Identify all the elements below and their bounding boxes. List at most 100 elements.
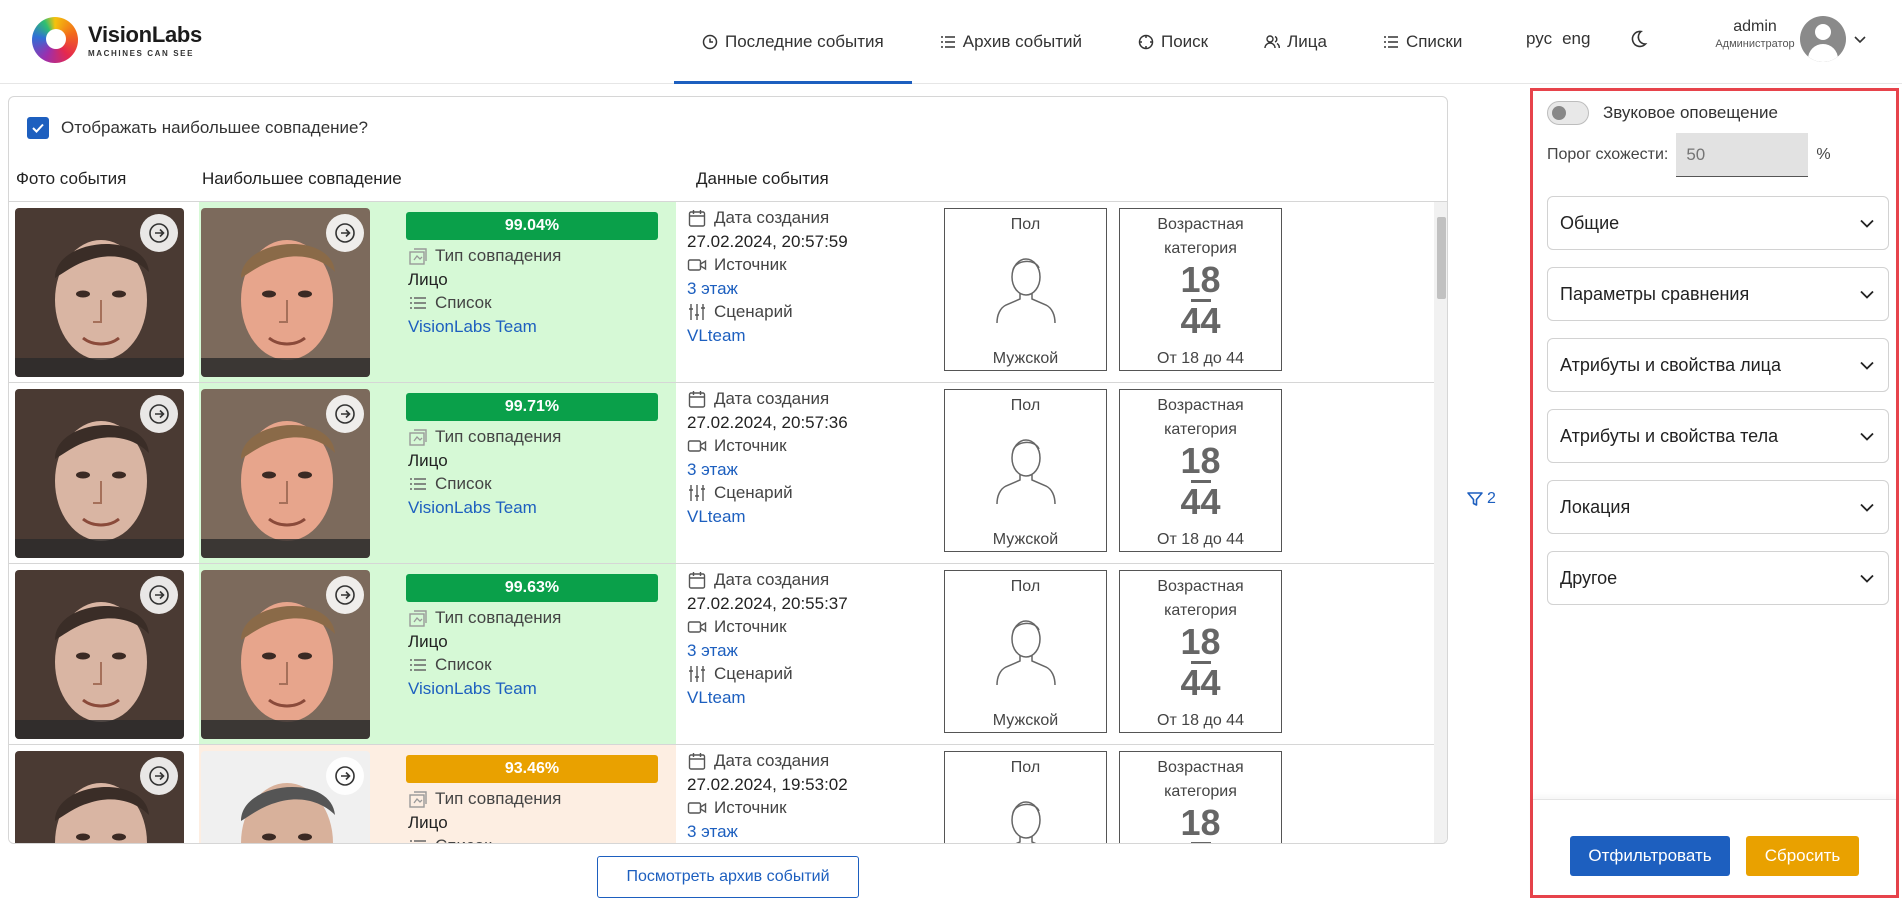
event-photo[interactable] [15,208,184,377]
clock-icon [702,34,718,50]
video-camera-icon [687,621,707,633]
created-label: Дата создания [714,751,830,770]
moon-icon[interactable] [1628,29,1648,49]
open-event-button[interactable] [140,576,178,614]
sound-alert-row[interactable]: Звуковое оповещение [1547,101,1778,125]
list-link[interactable]: VisionLabs Team [408,316,537,336]
gender-label: Пол [1010,397,1041,414]
chevron-down-icon [1860,219,1874,228]
scenario-link[interactable]: VLteam [687,325,746,345]
event-info: Дата создания 27.02.2024, 20:57:59 Источни… [687,206,848,347]
age-range-text: От 18 до 44 [1157,531,1244,548]
best-match-checkbox[interactable] [27,117,49,139]
reset-filter-button[interactable]: Сбросить [1746,836,1859,876]
open-event-button[interactable] [140,757,178,795]
event-info: Дата создания 27.02.2024, 20:55:37 Источни… [687,568,848,709]
nav-lists[interactable]: Списки [1355,0,1490,84]
age-category-label: Возрастная категория [1157,397,1244,438]
scrollbar-thumb[interactable] [1437,217,1446,299]
view-archive-button[interactable]: Посмотреть архив событий [597,856,859,898]
filter-section[interactable]: Другое [1547,551,1889,605]
threshold-input[interactable] [1676,133,1809,177]
match-type-icon [409,248,427,265]
match-type-icon [409,791,427,808]
brand-tagline: MACHINES CAN SEE [88,49,195,58]
nav-search[interactable]: Поиск [1110,0,1236,84]
filter-section-title: Локация [1560,496,1631,517]
best-match-photo[interactable] [201,208,370,377]
nav-faces[interactable]: Лица [1236,0,1355,84]
sound-alert-toggle[interactable] [1547,101,1589,125]
source-link[interactable]: 3 этаж [687,640,738,660]
open-event-button[interactable] [140,214,178,252]
user-role: Администратор [1715,38,1795,50]
scenario-link[interactable]: VLteam [687,687,746,707]
filter-section-title: Атрибуты и свойства лица [1560,354,1781,375]
scenario-link[interactable]: VLteam [687,506,746,526]
list-link[interactable]: VisionLabs Team [408,678,537,698]
nav-latest-events[interactable]: Последние события [674,0,912,84]
lang-en[interactable]: eng [1562,29,1591,48]
header-best-match: Наибольшее совпадение [202,169,402,188]
open-match-button[interactable] [326,576,364,614]
avatar[interactable] [1800,16,1846,62]
video-camera-icon [687,259,707,271]
age-from: 18 [1180,621,1221,662]
events-list: 99.04% Тип совпадения Лицо Список VisionLabs… [9,202,1434,843]
filter-section[interactable]: Локация [1547,480,1889,534]
sliders-icon [689,484,705,501]
user-name: admin [1733,18,1777,35]
user-info[interactable]: admin Администратор [1690,18,1820,62]
source-link[interactable]: 3 этаж [687,459,738,479]
list-icon [410,659,426,671]
apply-filter-button[interactable]: Отфильтровать [1570,836,1730,876]
filter-section-title: Атрибуты и свойства тела [1560,425,1779,446]
best-match-photo[interactable] [201,389,370,558]
created-label: Дата создания [714,208,830,227]
person-silhouette-icon [996,258,1056,324]
list-label: Список [435,293,492,312]
list-link[interactable]: VisionLabs Team [408,497,537,517]
open-match-button[interactable] [326,395,364,433]
open-match-button[interactable] [326,214,364,252]
event-photo[interactable] [15,570,184,739]
filter-section[interactable]: Общие [1547,196,1889,250]
filter-section[interactable]: Параметры сравнения [1547,267,1889,321]
filter-section[interactable]: Атрибуты и свойства тела [1547,409,1889,463]
best-match-toggle-row[interactable]: Отображать наибольшее совпадение? [27,117,368,139]
match-info: Тип совпадения Лицо Список VisionLabs Team [408,244,561,338]
age-from: 18 [1180,259,1221,300]
chevron-down-icon[interactable] [1853,32,1867,46]
open-event-button[interactable] [140,395,178,433]
gender-label: Пол [1010,578,1041,595]
scrollbar[interactable] [1434,202,1447,843]
created-value: 27.02.2024, 20:55:37 [687,593,848,613]
sliders-icon [689,665,705,682]
source-link[interactable]: 3 этаж [687,278,738,298]
lang-ru[interactable]: рус [1526,29,1553,48]
nav-events-archive[interactable]: Архив событий [912,0,1110,84]
arrow-right-circle-icon [335,404,355,424]
target-icon [1138,34,1154,50]
brand-logo[interactable]: VisionLabs MACHINES CAN SEE [32,16,202,64]
source-link[interactable]: 3 этаж [687,821,738,841]
chevron-down-icon [1860,503,1874,512]
event-photo-image [15,208,184,377]
event-row: 93.46%Тип совпаденияЛицоСписокСписокДата… [9,745,1434,843]
event-row: 99.63% Тип совпадения Лицо Список VisionLabs… [9,564,1434,745]
event-photo[interactable] [15,751,184,843]
filter-section[interactable]: Атрибуты и свойства лица [1547,338,1889,392]
match-type-label: Тип совпадения [435,608,562,627]
list-label: Список [435,834,492,843]
created-value: 27.02.2024, 20:57:36 [687,412,848,432]
created-label: Дата создания [714,570,830,589]
similarity-threshold-row: Порог схожести: % [1547,133,1831,177]
gender-value: Мужской [992,350,1059,367]
active-filters-indicator[interactable]: 2 [1466,490,1496,508]
best-match-photo[interactable] [201,570,370,739]
open-match-button[interactable] [326,757,364,795]
best-match-photo[interactable] [201,751,370,843]
sound-alert-label: Звуковое оповещение [1603,103,1778,122]
match-type-value: Лицо [408,269,448,289]
event-photo[interactable] [15,389,184,558]
